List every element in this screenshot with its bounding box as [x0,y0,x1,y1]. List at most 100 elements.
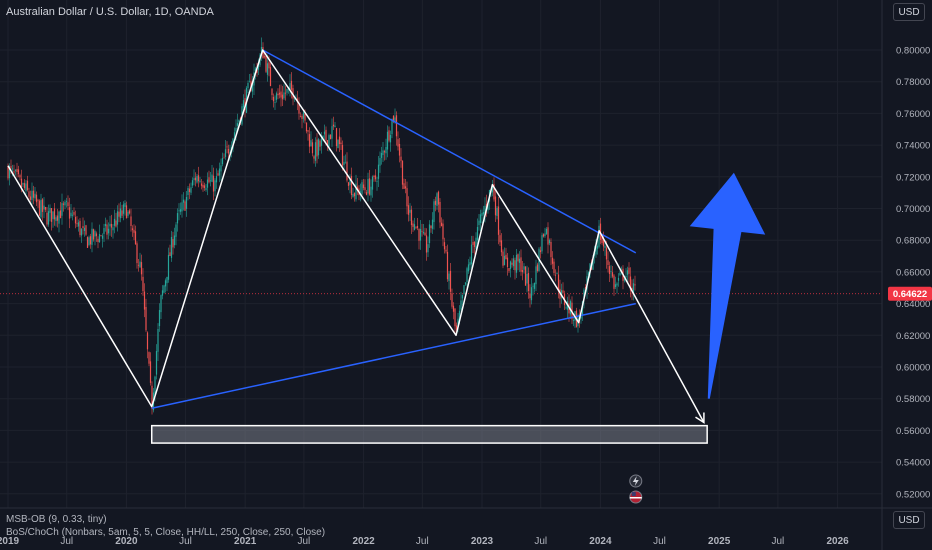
x-tick-label: Jul [416,536,429,547]
candle-body [46,212,48,225]
candle-body [155,351,158,375]
candle-body [263,56,266,58]
candle-body [592,257,594,270]
candle-body [280,91,282,98]
y-tick-label: 0.80000 [896,46,930,57]
candle-body [496,207,498,216]
candle-body [404,186,407,189]
candle-body [380,152,383,158]
candle-body [67,202,69,207]
indicator-msb-ob[interactable]: MSB-OB (9, 0.33, tiny) [6,514,107,525]
candle-body [470,244,473,265]
x-tick-label: Jul [771,536,784,547]
candle-body [479,214,482,223]
candle-body [196,176,198,183]
candle-body [163,285,165,293]
candle-body [193,178,195,180]
zigzag-pattern-line[interactable] [7,49,705,423]
candle-body [331,126,333,139]
candle-body [11,168,14,170]
candle-body [409,209,411,213]
currency-button-top[interactable]: USD [893,3,925,21]
indicator-bos-choch[interactable]: BoS/ChoCh (Nonbars, 5am, 5, 5, Close, HH… [6,527,326,538]
y-tick-label: 0.78000 [896,77,930,88]
candle-body [28,191,30,197]
candle-body [569,301,572,315]
candle-body [134,231,137,245]
candle-body [55,217,57,222]
candle-body [148,352,150,364]
candle-body [448,273,450,282]
candle-body [467,264,470,272]
candle-body [248,81,251,83]
currency-button-bottom[interactable]: USD [893,511,925,529]
candle-body [572,320,575,321]
candle-body [436,193,438,207]
candle-body [94,231,96,237]
candle-body [542,234,545,237]
candle-body [50,207,53,222]
candle-body [211,174,213,182]
candle-body [289,83,291,91]
candle-body [455,325,458,330]
candle-body [131,228,134,231]
candle-body [544,233,546,237]
candle-body [268,62,270,69]
candle-body [281,94,284,100]
candle-body [118,211,120,217]
candle-body [298,102,300,114]
candle-body [362,184,365,188]
candle-body [392,115,395,121]
candle-body [430,225,432,229]
lower-trendline[interactable] [151,302,636,409]
x-tick-label: 2019 [0,536,20,547]
candle-body [371,176,374,190]
candle-body [278,92,281,95]
candle-body [164,280,167,287]
candle-body [509,261,512,269]
candle-body [443,242,446,250]
candle-body [179,209,182,212]
candle-body [344,162,347,164]
candle-body [476,226,479,241]
candle-body [385,146,387,154]
upper-trendline[interactable] [262,49,637,254]
candle-body [223,157,225,159]
candle-body [271,88,273,96]
candle-body [47,211,50,225]
candle-body [79,220,81,236]
x-tick-label: 2024 [589,536,612,547]
candle-body [160,295,162,313]
candle-body [514,260,516,271]
projection-arrow[interactable] [689,172,766,399]
candle-body [257,62,260,70]
candle-body [256,69,258,73]
candle-body [22,183,24,185]
target-zone-box[interactable] [150,424,708,444]
candle-body [41,199,44,212]
candle-body [34,193,36,199]
candle-body [373,175,375,177]
candle-body [91,228,93,245]
candle-body [368,178,371,195]
candle-body [332,124,335,127]
candle-body [632,283,635,295]
candle-body [128,210,131,214]
candle-body [122,204,125,214]
candle-body [461,295,464,299]
candle-body [100,235,102,237]
candle-body [224,149,227,157]
candle-body [143,291,146,310]
candle-body [151,385,153,410]
candle-body [310,140,312,147]
candle-body [206,179,209,188]
x-tick-label: 2026 [826,536,849,547]
candle-body [472,241,474,245]
candle-body [20,178,23,188]
candle-body [31,190,33,201]
candle-body [341,144,344,166]
candle-body [355,183,357,200]
candle-body [410,209,413,226]
